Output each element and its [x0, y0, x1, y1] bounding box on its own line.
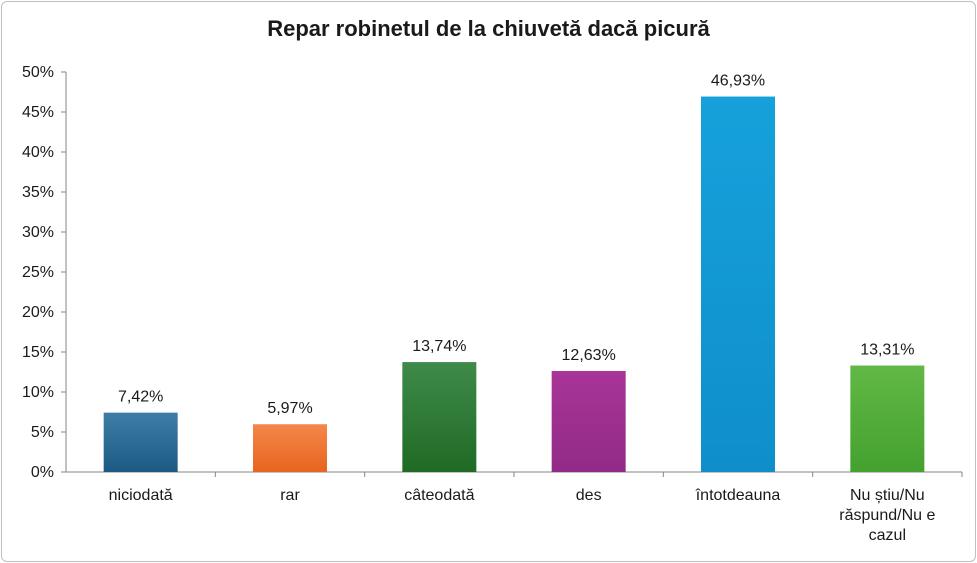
bar	[701, 96, 775, 472]
chart-title: Repar robinetul de la chiuvetă dacă picu…	[267, 16, 710, 41]
data-label: 13,31%	[860, 342, 914, 359]
bar	[103, 412, 178, 472]
x-tick-label: rar	[280, 487, 300, 504]
x-tick-label: întotdeauna	[695, 487, 781, 504]
y-tick-label: 25%	[22, 264, 54, 281]
y-tick-label: 30%	[22, 224, 54, 241]
data-label: 5,97%	[267, 400, 312, 417]
x-tick-label: câteodată	[404, 487, 474, 504]
y-tick-label: 35%	[22, 184, 54, 201]
bar	[551, 370, 626, 472]
x-tick-label: Nu știu/Nu răspund/Nu e cazul	[839, 487, 935, 544]
bar	[402, 362, 477, 472]
y-tick-label: 40%	[22, 144, 54, 161]
x-tick-label: niciodată	[109, 487, 173, 504]
data-label: 46,93%	[711, 73, 765, 90]
x-tick-label: des	[576, 487, 602, 504]
y-tick-label: 10%	[22, 384, 54, 401]
y-tick-label: 50%	[22, 64, 54, 81]
bar	[253, 424, 327, 472]
data-label: 13,74%	[412, 338, 466, 355]
y-tick-label: 0%	[31, 464, 54, 481]
y-tick-label: 20%	[22, 304, 54, 321]
y-tick-label: 45%	[22, 104, 54, 121]
bar	[850, 365, 925, 472]
data-label: 12,63%	[562, 347, 616, 364]
data-label: 7,42%	[118, 389, 163, 406]
y-tick-label: 15%	[22, 344, 54, 361]
y-tick-label: 5%	[31, 424, 54, 441]
